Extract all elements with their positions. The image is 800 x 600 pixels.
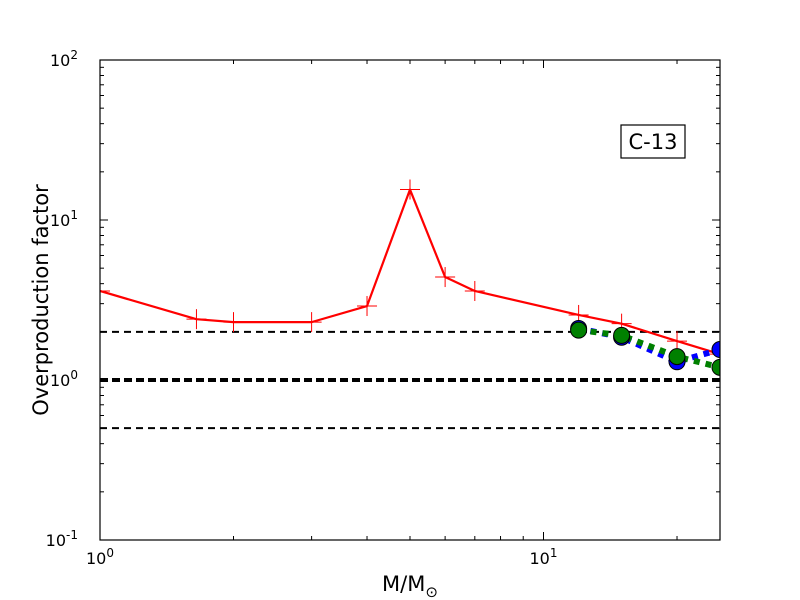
annotation-label: C-13 bbox=[629, 130, 678, 154]
annotation-frame bbox=[620, 124, 686, 159]
x-tick-label-0: 100 bbox=[86, 546, 114, 568]
data-point-1-3 bbox=[711, 341, 720, 359]
plot-area bbox=[100, 60, 720, 540]
data-point-0-1 bbox=[186, 309, 207, 330]
axis-ticks: 100 101 10-1 100 101 102 bbox=[46, 48, 720, 568]
y-tick-label-1: 100 bbox=[50, 368, 78, 390]
x-axis-label-sub: ⊙ bbox=[425, 583, 438, 600]
data-point-0-6 bbox=[435, 267, 456, 288]
x-axis-label-main: M/M bbox=[382, 572, 425, 596]
data-point-0-4 bbox=[357, 296, 378, 317]
y-axis-label: Overproduction factor bbox=[29, 184, 53, 416]
y-tick-label-0: 10-1 bbox=[46, 528, 78, 550]
data-point-0-7 bbox=[464, 280, 485, 301]
data-point-0-10 bbox=[667, 331, 688, 352]
x-tick-label-1: 101 bbox=[530, 546, 558, 568]
data-point-2-1 bbox=[613, 326, 631, 344]
series-line-1 bbox=[578, 325, 720, 365]
data-point-0-2 bbox=[223, 312, 244, 333]
data-point-2-0 bbox=[570, 321, 588, 339]
y-tick-label-2: 101 bbox=[50, 208, 78, 230]
series-line-2 bbox=[578, 327, 720, 371]
data-point-2-2 bbox=[668, 348, 686, 366]
data-point-2-3 bbox=[711, 358, 720, 376]
data-point-0-0 bbox=[100, 280, 110, 301]
data-point-0-5 bbox=[400, 179, 420, 200]
y-tick-label-3: 102 bbox=[50, 48, 78, 70]
series-markers bbox=[100, 179, 720, 376]
data-point-0-3 bbox=[301, 312, 322, 333]
annotation-box: C-13 bbox=[620, 124, 686, 159]
x-axis-label: M/M⊙ bbox=[382, 572, 438, 600]
